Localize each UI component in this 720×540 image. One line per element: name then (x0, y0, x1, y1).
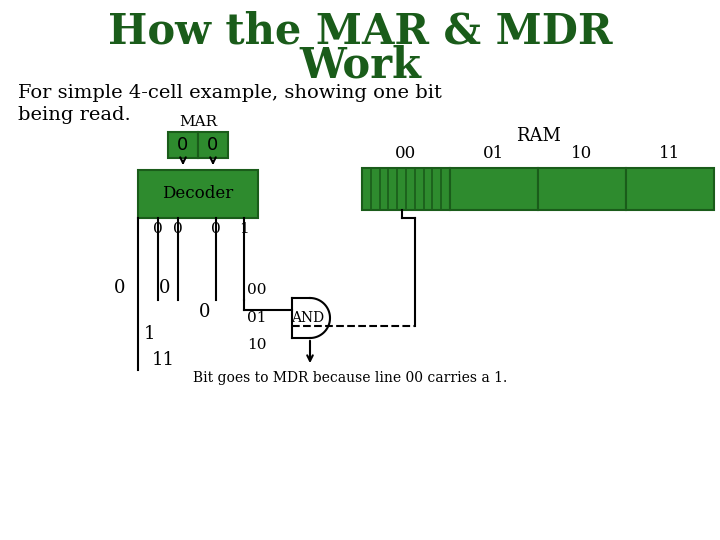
Text: AND: AND (292, 311, 325, 325)
Bar (168, 132, 198, 158)
Text: 0: 0 (177, 136, 189, 154)
Bar (626, 168, 714, 210)
Text: 1: 1 (143, 325, 155, 343)
Text: 0: 0 (158, 279, 170, 297)
Text: 0: 0 (173, 222, 183, 236)
Text: 01: 01 (247, 311, 266, 325)
Text: 00: 00 (247, 283, 266, 297)
Bar (362, 168, 450, 210)
Text: 01: 01 (483, 145, 505, 163)
Text: 1: 1 (239, 222, 249, 236)
Text: 0: 0 (211, 222, 221, 236)
Bar (198, 132, 228, 158)
Text: 0: 0 (199, 303, 210, 321)
Text: Bit goes to MDR because line 00 carries a 1.: Bit goes to MDR because line 00 carries … (193, 371, 507, 385)
Text: 00: 00 (395, 145, 417, 163)
Text: 0: 0 (153, 222, 163, 236)
Text: 10: 10 (572, 145, 593, 163)
Text: RAM: RAM (516, 127, 560, 145)
Bar (138, 170, 258, 218)
Text: Work: Work (299, 44, 421, 86)
Text: 11: 11 (152, 351, 175, 369)
Text: 0: 0 (207, 136, 219, 154)
Bar (450, 168, 538, 210)
Bar (538, 168, 626, 210)
Text: being read.: being read. (18, 106, 131, 124)
Text: For simple 4-cell example, showing one bit: For simple 4-cell example, showing one b… (18, 84, 442, 102)
Text: MAR: MAR (179, 115, 217, 129)
Text: Decoder: Decoder (163, 186, 233, 202)
Text: 10: 10 (247, 338, 266, 352)
Text: 11: 11 (660, 145, 680, 163)
Text: How the MAR & MDR: How the MAR & MDR (108, 11, 612, 53)
Text: 0: 0 (114, 279, 126, 297)
